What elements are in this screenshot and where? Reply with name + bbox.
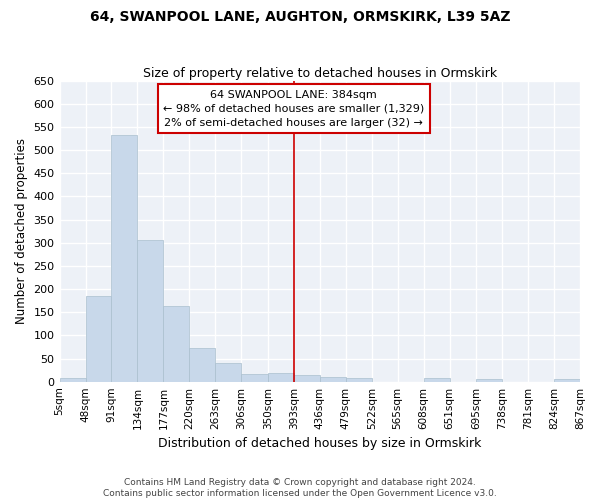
Y-axis label: Number of detached properties: Number of detached properties (15, 138, 28, 324)
Text: Contains HM Land Registry data © Crown copyright and database right 2024.
Contai: Contains HM Land Registry data © Crown c… (103, 478, 497, 498)
Bar (294, 374, 320, 382)
Title: Size of property relative to detached houses in Ormskirk: Size of property relative to detached ho… (143, 66, 497, 80)
Bar (476, 380, 502, 382)
Bar (86, 296, 112, 382)
Bar (215, 362, 241, 382)
Bar (137, 240, 163, 382)
Bar (268, 373, 294, 382)
Text: 64, SWANPOOL LANE, AUGHTON, ORMSKIRK, L39 5AZ: 64, SWANPOOL LANE, AUGHTON, ORMSKIRK, L3… (90, 10, 510, 24)
Bar (554, 380, 580, 382)
Bar (346, 378, 371, 382)
Bar (424, 378, 449, 382)
X-axis label: Distribution of detached houses by size in Ormskirk: Distribution of detached houses by size … (158, 437, 481, 450)
Bar (241, 374, 268, 382)
Text: 64 SWANPOOL LANE: 384sqm
← 98% of detached houses are smaller (1,329)
2% of semi: 64 SWANPOOL LANE: 384sqm ← 98% of detach… (163, 90, 424, 128)
Bar (320, 376, 346, 382)
Bar (163, 306, 190, 382)
Bar (112, 135, 137, 382)
Bar (190, 348, 215, 382)
Bar (59, 378, 86, 382)
